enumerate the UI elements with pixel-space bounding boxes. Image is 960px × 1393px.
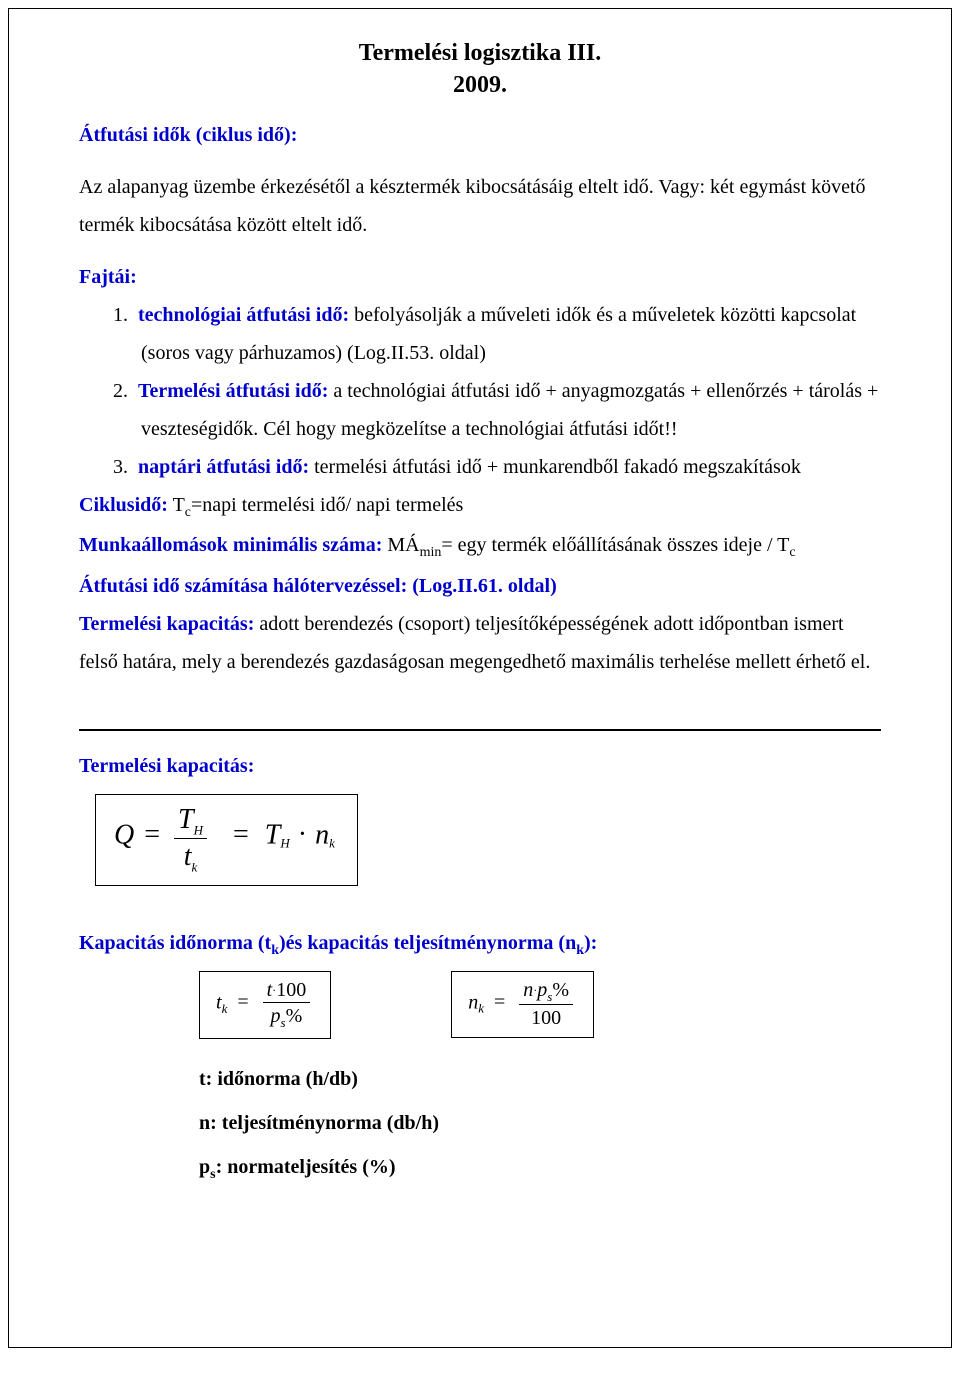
formula-T2: T xyxy=(265,819,281,850)
formula-Q: Q xyxy=(114,819,134,850)
munka-line: Munkaállomások minimális száma: MÁmin= e… xyxy=(79,526,881,567)
def-n: n: teljesítménynorma (db/h) xyxy=(199,1101,881,1145)
nk-lhs: n xyxy=(468,991,478,1013)
list-num: 2. xyxy=(113,380,128,402)
munka-sub2: c xyxy=(789,545,795,560)
formula-n-sub: k xyxy=(329,836,335,851)
formula-nk: nk = n·ps% 100 xyxy=(451,971,594,1039)
list-item: 1. technológiai átfutási idő: befolyásol… xyxy=(113,296,881,372)
definitions: t: időnorma (h/db) n: teljesítménynorma … xyxy=(199,1057,881,1191)
ciklusido-rest: T xyxy=(168,494,185,516)
tk-eq: = xyxy=(237,991,248,1013)
kapacitas-para: Termelési kapacitás: adott berendezés (c… xyxy=(79,605,881,681)
formula-frac: TH tk xyxy=(174,803,207,877)
fajtai-label: Fajtái: xyxy=(79,258,881,296)
h3-mid: )és kapacitás teljesítménynorma (n xyxy=(279,932,576,954)
formula-tk: tk = t·100 ps% xyxy=(199,971,331,1039)
nk-frac: n·ps% 100 xyxy=(519,978,573,1032)
munka-lead: Munkaállomások minimális száma: xyxy=(79,534,382,556)
h3-sub2: k xyxy=(576,943,584,958)
munka-tail: = egy termék előállításának összes ideje… xyxy=(441,534,789,556)
frac-bot-sub: k xyxy=(192,860,198,875)
def-ps-pre: p xyxy=(199,1156,210,1178)
list-item: 3. naptári átfutási idő: termelési átfut… xyxy=(113,448,881,486)
tk-frac: t·100 ps% xyxy=(263,978,311,1032)
ciklusido-tail: =napi termelési idő/ napi termelés xyxy=(191,494,463,516)
list-lead: technológiai átfutási idő: xyxy=(138,304,349,326)
heading-termelesi-kapacitas: Termelési kapacitás: xyxy=(79,755,881,778)
tk-top-b: 100 xyxy=(276,979,306,1001)
munka-rest: MÁ xyxy=(382,534,419,556)
frac-top-T: T xyxy=(178,804,194,835)
def-ps: ps: normateljesítés (%) xyxy=(199,1145,881,1191)
nk-top-b: p xyxy=(537,979,547,1001)
h3-pre: Kapacitás időnorma (t xyxy=(79,932,271,954)
para-intro: Az alapanyag üzembe érkezésétől a készte… xyxy=(79,168,881,244)
formula-eq: = xyxy=(144,819,160,850)
page: Termelési logisztika III. 2009. Átfutási… xyxy=(8,8,952,1348)
def-t: t: időnorma (h/db) xyxy=(199,1057,881,1101)
nk-lhs-sub: k xyxy=(478,1000,484,1015)
section-atfutasi: Átfutási idők (ciklus idő): xyxy=(79,116,881,154)
nk-eq: = xyxy=(494,991,505,1013)
list-num: 3. xyxy=(113,456,128,478)
atfutasi-halo-text: Átfutási idő számítása hálótervezéssel: … xyxy=(79,575,557,597)
frac-top-sub: H xyxy=(194,823,203,838)
formula-eq2: = xyxy=(233,819,249,850)
formula-dot: · xyxy=(298,819,307,850)
fajtai-text: Fajtái: xyxy=(79,266,137,288)
tk-lhs-sub: k xyxy=(222,1000,228,1015)
page-title: Termelési logisztika III. 2009. xyxy=(79,37,881,102)
tk-bot-b: % xyxy=(286,1005,303,1027)
kapacitas-lead: Termelési kapacitás: xyxy=(79,613,254,635)
munka-sub: min xyxy=(420,545,442,560)
h3-sub1: k xyxy=(271,943,279,958)
ciklusido-line: Ciklusidő: Tc=napi termelési idő/ napi t… xyxy=(79,486,881,527)
h3-post: ): xyxy=(584,932,597,954)
formula-n: n xyxy=(315,819,329,850)
def-ps-post: : normateljesítés (%) xyxy=(216,1156,396,1178)
formula-capacity: Q = TH tk = TH · nk xyxy=(95,794,358,886)
title-line-2: 2009. xyxy=(453,72,507,98)
formula-row: tk = t·100 ps% nk = n·ps% 100 xyxy=(199,971,881,1039)
list-lead: Termelési átfutási idő: xyxy=(138,380,328,402)
frac-bot-t: t xyxy=(184,841,192,872)
heading-kapacitas-idonorma: Kapacitás időnorma (tk)és kapacitás telj… xyxy=(79,932,881,959)
title-line-1: Termelési logisztika III. xyxy=(359,40,601,66)
list-num: 1. xyxy=(113,304,128,326)
divider xyxy=(79,729,881,731)
formula-T2-sub: H xyxy=(280,836,289,851)
tk-bot-a: p xyxy=(271,1005,281,1027)
fajtai-list: 1. technológiai átfutási idő: befolyásol… xyxy=(79,296,881,486)
list-rest: termelési átfutási idő + munkarendből fa… xyxy=(309,456,801,478)
nk-top-c: % xyxy=(552,979,569,1001)
nk-top-a: n xyxy=(523,979,533,1001)
nk-bot: 100 xyxy=(531,1007,561,1029)
heading-atfutasi: Átfutási idők (ciklus idő): xyxy=(79,124,297,146)
ciklusido-lead: Ciklusidő: xyxy=(79,494,168,516)
list-lead: naptári átfutási idő: xyxy=(138,456,309,478)
list-item: 2. Termelési átfutási idő: a technológia… xyxy=(113,372,881,448)
atfutasi-halo-line: Átfutási idő számítása hálótervezéssel: … xyxy=(79,567,881,605)
